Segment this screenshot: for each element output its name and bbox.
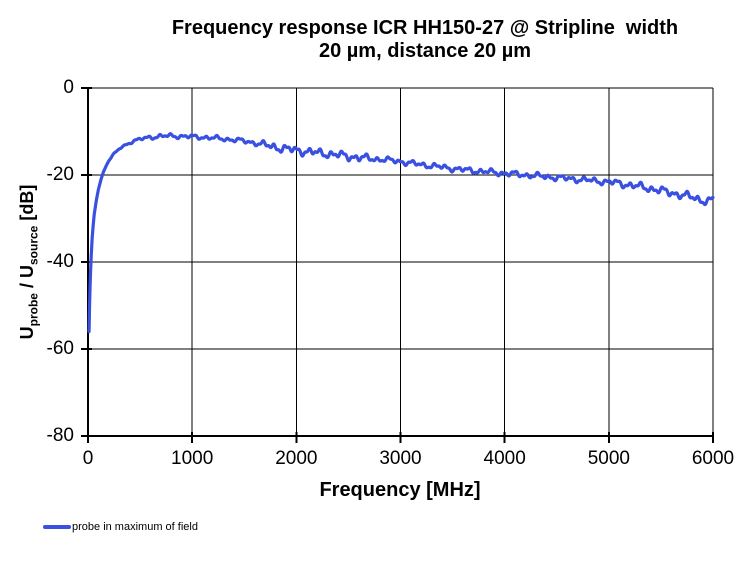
x-tick-label: 0: [82, 448, 94, 469]
chart-title: Frequency response ICR HH150-27 @ Stripl…: [105, 17, 745, 63]
x-tick-label: 2000: [275, 448, 318, 469]
y-tick-label: -40: [46, 251, 74, 272]
chart-title-line1: Frequency response ICR HH150-27 @ Stripl…: [171, 17, 679, 39]
legend-line-sample: [43, 525, 71, 529]
y-tick-label: -80: [46, 425, 74, 446]
chart-title-line2: 20 µm, distance 20 µm: [318, 40, 532, 62]
x-tick-label: 3000: [379, 448, 422, 469]
legend-label: probe in maximum of field: [72, 521, 198, 533]
y-tick-label: -20: [46, 164, 74, 185]
data-line-probe: [87, 132, 715, 334]
legend: probe in maximum of field: [43, 520, 198, 534]
x-tick-label: 5000: [587, 448, 630, 469]
x-tick-label: 6000: [691, 448, 735, 469]
x-tick-label: 4000: [483, 448, 526, 469]
y-tick-label: 0: [63, 77, 74, 98]
x-axis-label: Frequency [MHz]: [319, 479, 481, 501]
x-tick-label: 1000: [171, 448, 214, 469]
y-tick-label: -60: [46, 338, 74, 359]
